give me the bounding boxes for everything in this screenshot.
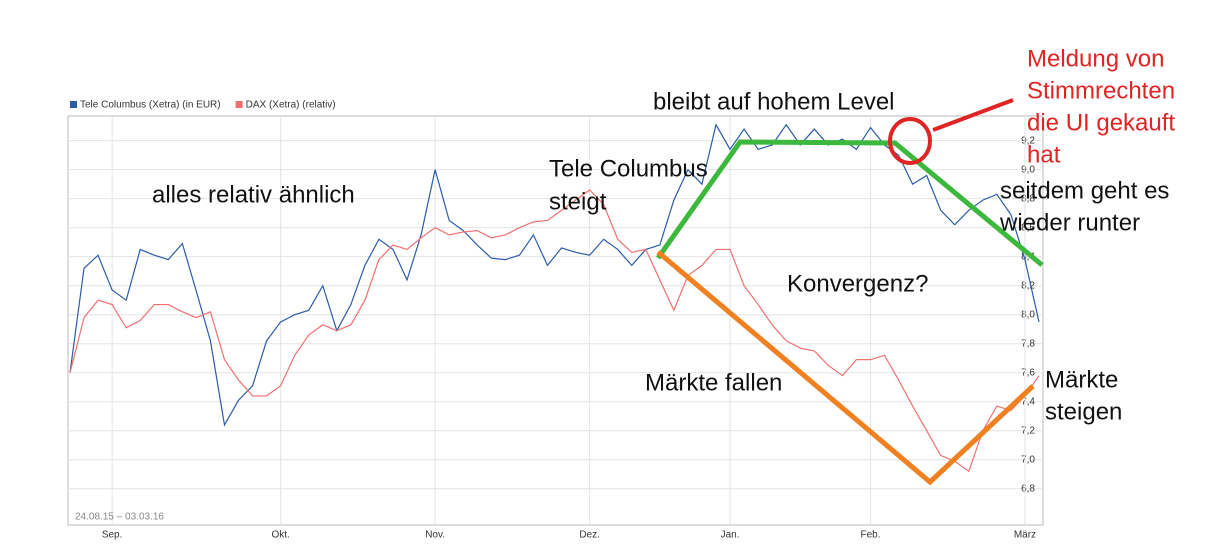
green-trend [655, 139, 1044, 267]
x-tick-label: März [1014, 530, 1036, 541]
y-tick-label: 7,0 [1021, 454, 1035, 465]
y-tick-label: 9,0 [1021, 164, 1035, 175]
annotation-text: Märkte [1045, 366, 1118, 393]
annotation-text: steigt [549, 188, 607, 215]
annotations: alles relativ ähnlich Tele Columbus steigt… [152, 45, 1175, 425]
annotation-text: Stimmrechten [1027, 77, 1175, 104]
annotation-text: steigen [1045, 398, 1122, 425]
annotation-text: Konvergenz? [787, 270, 928, 297]
x-tick-label: Sep. [102, 530, 123, 541]
annotation-text: Märkte fallen [645, 369, 782, 396]
grid: 6,87,07,27,47,67,88,08,28,48,68,89,09,2S… [68, 116, 1043, 541]
y-tick-label: 8,2 [1021, 280, 1035, 291]
annotation-text: alles relativ ähnlich [152, 181, 355, 208]
annotation-text: wieder runter [999, 209, 1140, 236]
annotation-text: Tele Columbus [549, 155, 708, 182]
annotation-shapes [655, 98, 1044, 486]
y-tick-label: 6,8 [1021, 483, 1035, 494]
y-tick-label: 7,2 [1021, 425, 1035, 436]
date-range: 24.08.15 – 03.03.16 [75, 512, 164, 523]
annotation-text: die UI gekauft [1027, 109, 1175, 136]
x-tick-label: Nov. [425, 530, 445, 541]
annotation-text: seitdem geht es [1000, 177, 1169, 204]
legend-swatch [235, 101, 243, 108]
y-tick-label: 8,8 [1021, 193, 1035, 204]
y-tick-label: 8,6 [1021, 222, 1035, 233]
annotation-text: Meldung von [1027, 45, 1164, 72]
annotation-text: bleibt auf hohem Level [653, 88, 895, 115]
x-tick-label: Dez. [579, 530, 600, 541]
legend-label: DAX (Xetra) (relativ) [246, 100, 336, 111]
y-tick-label: 9,2 [1021, 135, 1035, 146]
y-tick-label: 7,8 [1021, 338, 1035, 349]
lines [69, 123, 1040, 473]
y-tick-label: 8,0 [1021, 309, 1035, 320]
legend-label: Tele Columbus (Xetra) (in EUR) [80, 100, 221, 111]
orange-trend [656, 250, 1035, 486]
x-tick-label: Okt. [271, 530, 289, 541]
y-tick-label: 7,4 [1021, 396, 1035, 407]
series-line [69, 123, 1040, 427]
legend-swatch [70, 101, 77, 108]
legend: Tele Columbus (Xetra) (in EUR) DAX (Xetra… [70, 100, 336, 111]
y-tick-label: 7,6 [1021, 367, 1035, 378]
x-tick-label: Jan. [721, 530, 740, 541]
series-line [69, 189, 1040, 473]
plot-frame [67, 115, 1044, 526]
red-pointer [932, 98, 1014, 132]
red-circle [888, 117, 932, 165]
x-tick-label: Feb. [860, 530, 880, 541]
annotation-text: hat [1027, 141, 1061, 168]
